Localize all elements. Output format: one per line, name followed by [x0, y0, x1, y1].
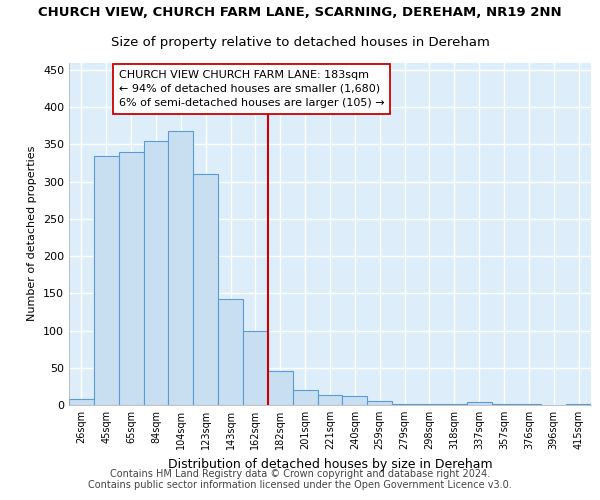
Text: Contains HM Land Registry data © Crown copyright and database right 2024.
Contai: Contains HM Land Registry data © Crown c… [88, 468, 512, 490]
Text: CHURCH VIEW CHURCH FARM LANE: 183sqm
← 94% of detached houses are smaller (1,680: CHURCH VIEW CHURCH FARM LANE: 183sqm ← 9… [119, 70, 385, 108]
Y-axis label: Number of detached properties: Number of detached properties [28, 146, 37, 322]
Bar [94, 156, 119, 405]
Bar [566, 404, 591, 405]
Bar [517, 404, 541, 405]
Bar [69, 399, 94, 405]
Bar [268, 371, 293, 405]
Bar [392, 404, 417, 405]
Bar [119, 152, 143, 405]
Bar [442, 404, 467, 405]
Bar [243, 330, 268, 405]
Bar [491, 404, 517, 405]
Bar [293, 390, 317, 405]
Bar [467, 402, 491, 405]
Bar [218, 298, 243, 405]
Bar [343, 396, 367, 405]
Bar [317, 394, 343, 405]
Bar [367, 402, 392, 405]
Text: CHURCH VIEW, CHURCH FARM LANE, SCARNING, DEREHAM, NR19 2NN: CHURCH VIEW, CHURCH FARM LANE, SCARNING,… [38, 6, 562, 18]
Bar [193, 174, 218, 405]
Bar [169, 131, 193, 405]
X-axis label: Distribution of detached houses by size in Dereham: Distribution of detached houses by size … [167, 458, 493, 470]
Bar [417, 404, 442, 405]
Text: Size of property relative to detached houses in Dereham: Size of property relative to detached ho… [110, 36, 490, 50]
Bar [143, 140, 169, 405]
